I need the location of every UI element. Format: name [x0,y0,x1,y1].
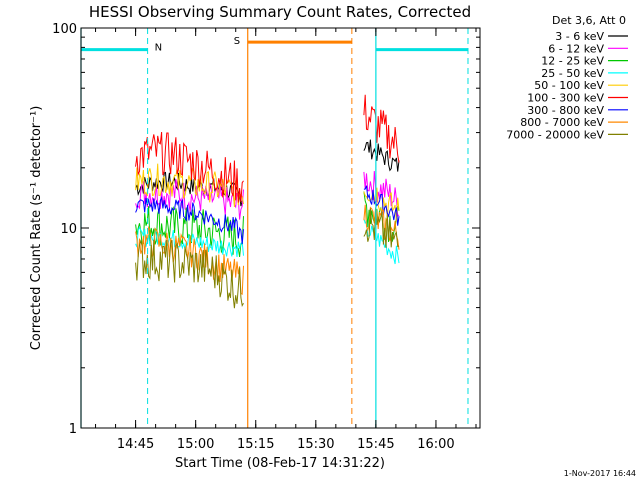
axes: 14:45 15:00 15:15 15:30 15:45 16:00 1 10 100 [52,22,480,452]
series-line-5-0 [135,131,244,203]
saa-label: S [234,36,240,47]
legend-title: Det 3,6, Att 0 [552,14,626,27]
x-axis-label: Start Time (08-Feb-17 14:31:22) [175,456,385,471]
night-label: N [155,43,162,54]
series-line-6-0 [135,195,244,245]
legend-entry-label: 800 - 7000 keV [520,116,604,129]
x-tick-label: 15:30 [297,437,334,452]
y-tick-label: 100 [52,22,77,37]
x-tick-label: 16:00 [417,437,454,452]
x-tick-label: 15:00 [177,437,214,452]
x-tick-label: 15:15 [237,437,274,452]
series-line-3-1 [363,218,400,265]
series-line-1-1 [363,170,400,218]
series-line-8-1 [363,208,400,248]
legend-entry-label: 50 - 100 keV [534,79,604,92]
x-tick-label: 14:45 [117,437,154,452]
legend-entry-label: 6 - 12 keV [548,42,604,55]
series-line-8-0 [135,239,244,309]
footer-timestamp: 1-Nov-2017 16:44 [564,469,636,478]
y-axis-label: Corrected Count Rate (s⁻¹ detector⁻¹) [29,106,44,351]
series-line-6-1 [363,185,400,226]
chart-title: HESSI Observing Summary Count Rates, Cor… [89,3,471,21]
legend-entry-label: 100 - 300 keV [527,92,604,105]
series-line-5-1 [363,94,400,163]
legend-entry-label: 300 - 800 keV [527,104,604,117]
series-line-0-1 [363,139,400,172]
legend-entry-label: 3 - 6 keV [555,30,604,43]
y-tick-label: 1 [69,422,77,437]
series-line-4-0 [135,163,244,208]
legend-entry-label: 7000 - 20000 keV [506,128,604,141]
plot-area: NS [80,28,469,428]
x-tick-label: 15:45 [357,437,394,452]
series-line-4-1 [363,187,400,222]
legend-entry-label: 25 - 50 keV [541,67,604,80]
y-tick-label: 10 [60,222,77,237]
legend-entry-label: 12 - 25 keV [541,55,604,68]
